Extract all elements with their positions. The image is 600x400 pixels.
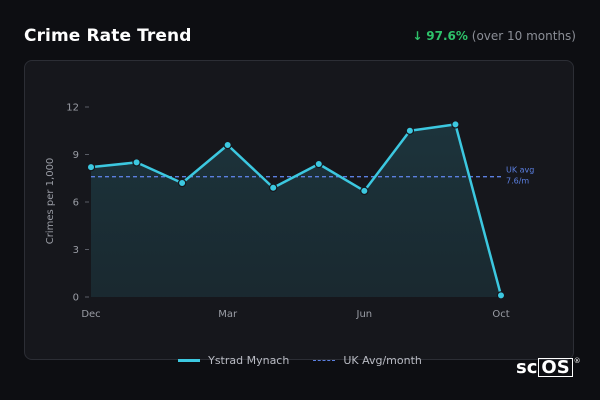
- uk-average-annotation: UK avg: [506, 166, 534, 175]
- change-period: (over 10 months): [471, 29, 576, 43]
- y-axis-label: Crimes per 1,000: [45, 158, 56, 245]
- x-tick-label: Jun: [356, 309, 373, 320]
- x-tick-label: Oct: [492, 309, 509, 320]
- legend-item-series[interactable]: Ystrad Mynach: [178, 354, 289, 367]
- legend-label-series: Ystrad Mynach: [208, 354, 290, 367]
- y-tick-label: 0: [73, 293, 79, 304]
- x-tick-label: Dec: [81, 309, 100, 320]
- data-point: [223, 140, 232, 150]
- logo-boxed: OS: [538, 358, 573, 377]
- data-point: [269, 183, 278, 192]
- series-area: [91, 124, 501, 298]
- legend-label-average: UK Avg/month: [343, 354, 422, 367]
- legend-item-average[interactable]: UK Avg/month: [313, 354, 422, 367]
- data-point: [314, 159, 323, 169]
- change-indicator: ↓ 97.6% (over 10 months): [412, 29, 576, 43]
- data-point: [132, 158, 141, 167]
- data-point: [451, 120, 460, 129]
- brand-logo: sc OS ®: [516, 357, 581, 378]
- x-tick-label: Mar: [218, 309, 238, 320]
- data-point: [86, 162, 96, 172]
- data-point: [496, 291, 506, 300]
- logo-prefix: sc: [516, 357, 538, 378]
- series-line: [90, 123, 503, 296]
- y-tick-label: 9: [73, 150, 79, 161]
- y-tick-label: 6: [73, 198, 79, 209]
- legend-swatch-average: [313, 360, 336, 361]
- uk-average-annotation-value: 7.6/m: [506, 177, 529, 186]
- chart-legend: Ystrad Mynach UK Avg/month: [0, 354, 600, 367]
- page-title: Crime Rate Trend: [24, 26, 192, 46]
- down-arrow-icon: ↓: [412, 29, 423, 43]
- change-percent: 97.6%: [426, 29, 468, 43]
- data-point: [177, 178, 187, 188]
- y-tick-label: 3: [73, 245, 79, 256]
- y-tick-label: 12: [66, 103, 79, 114]
- logo-mark: ®: [573, 357, 581, 365]
- data-point: [360, 186, 369, 196]
- data-point: [405, 126, 415, 135]
- legend-swatch-series: [178, 359, 201, 362]
